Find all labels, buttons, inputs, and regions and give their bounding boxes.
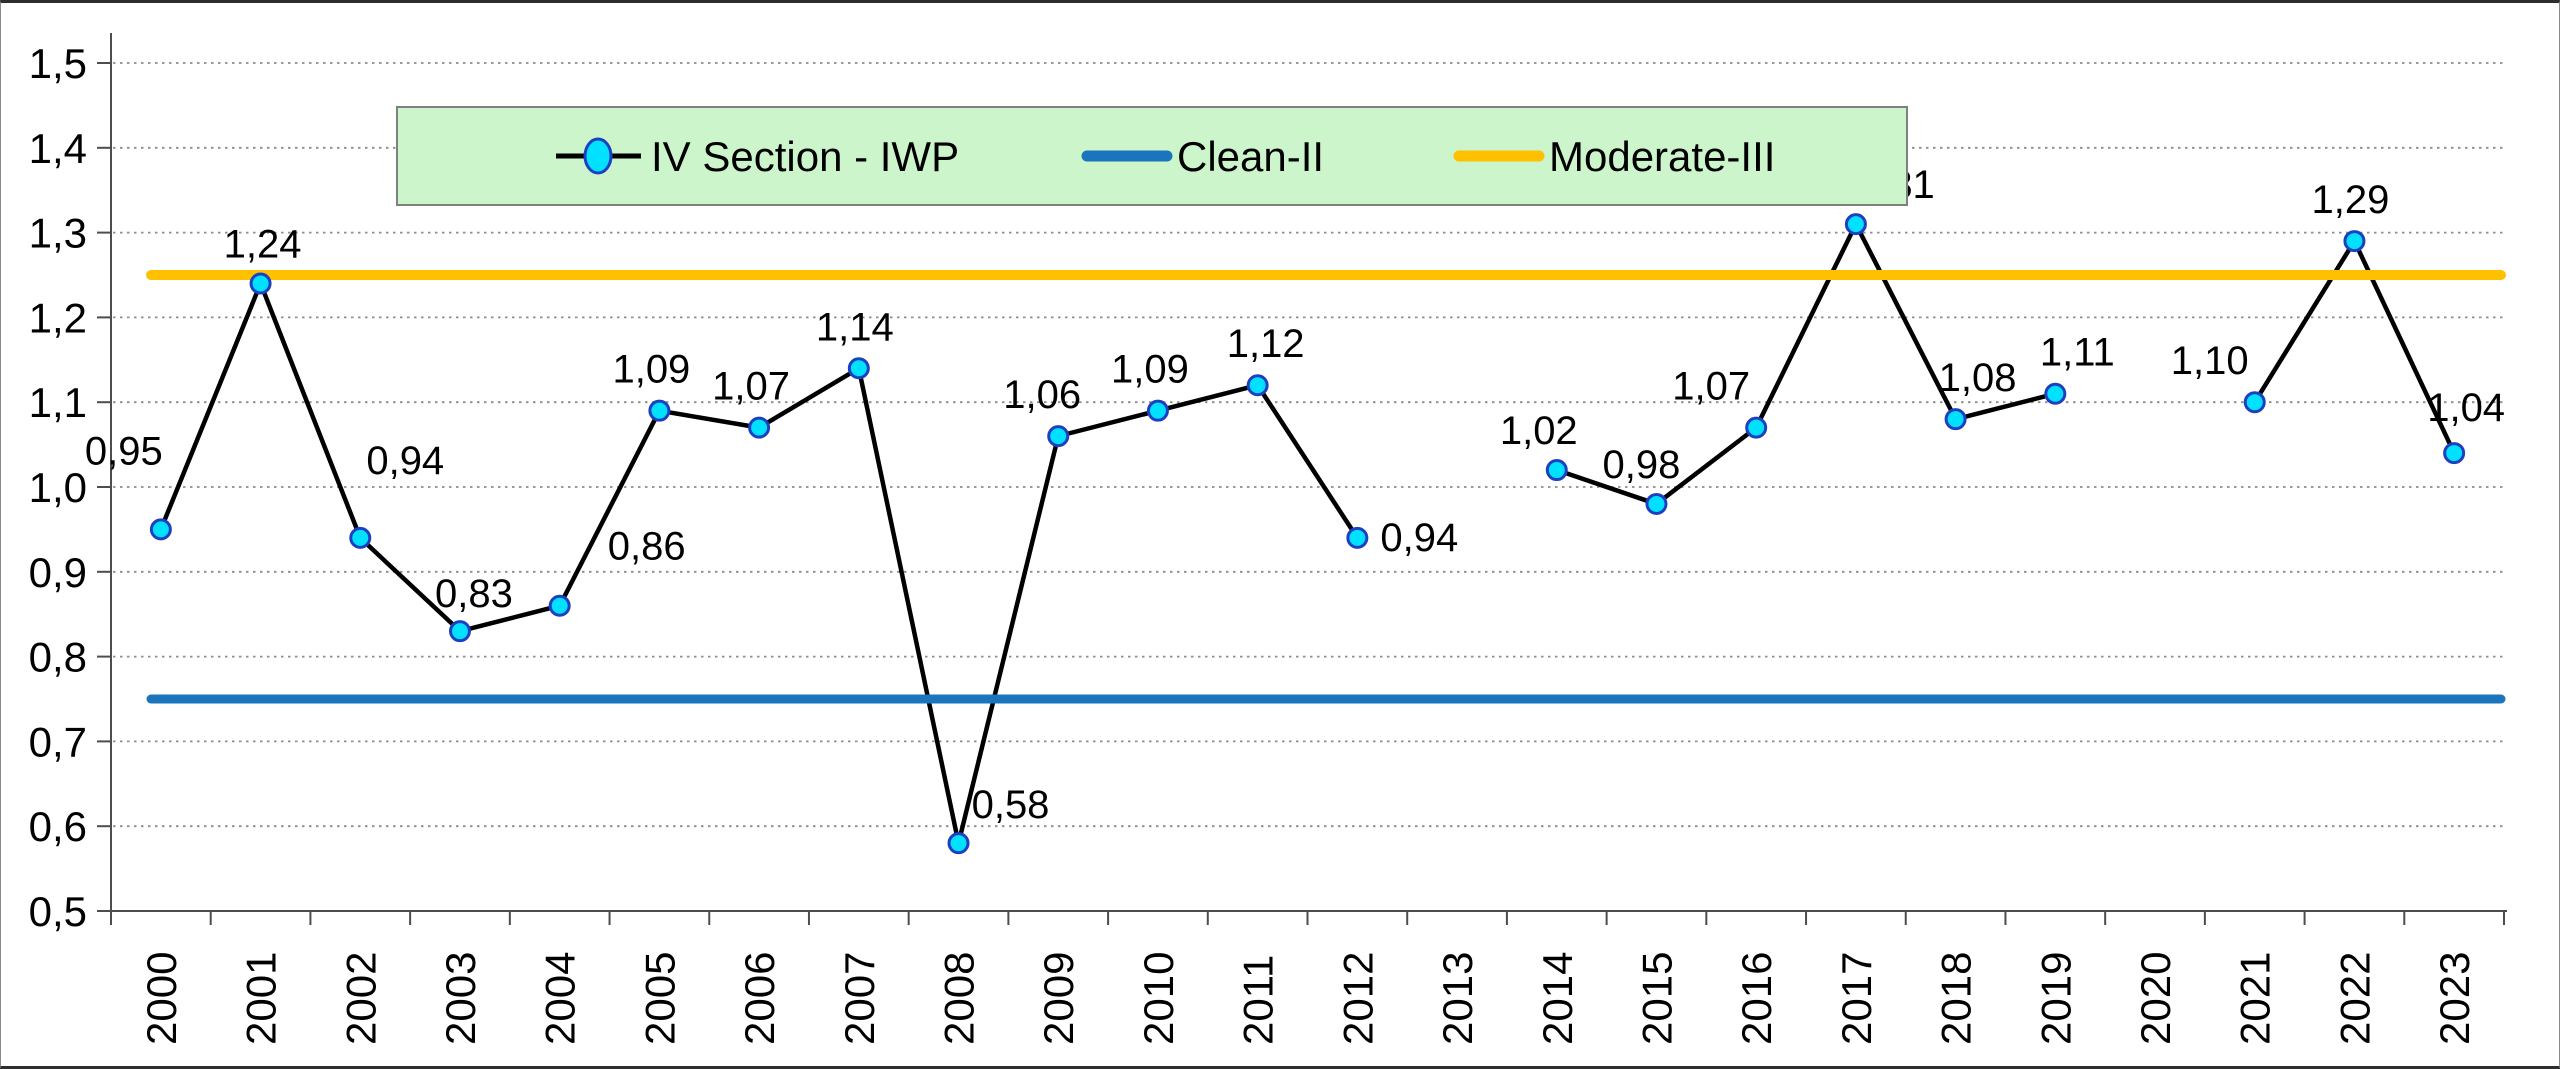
x-tick-label: 2007 [836, 952, 883, 1045]
data-point-label: 1,29 [2312, 178, 2390, 222]
data-point-label: 1,09 [612, 348, 690, 392]
x-tick-label: 2015 [1633, 952, 1680, 1045]
data-point-marker [1944, 408, 1967, 431]
data-point-label: 1,10 [2171, 339, 2249, 383]
data-point-marker [548, 594, 571, 617]
data-point-marker [1844, 213, 1867, 236]
data-point-marker [1346, 526, 1369, 549]
x-tick-label: 2008 [936, 952, 983, 1045]
x-tick-label: 2005 [636, 952, 683, 1045]
data-point-label: 1,06 [1003, 373, 1081, 417]
data-point-label: 1,02 [1500, 409, 1578, 453]
data-point-marker [1246, 374, 1269, 397]
x-tick-label: 2019 [2032, 952, 2079, 1045]
x-tick-label: 2000 [138, 952, 185, 1045]
legend-label-series: IV Section - IWP [651, 133, 959, 180]
x-tick-label: 2002 [337, 952, 384, 1045]
data-point-label: 0,58 [972, 783, 1050, 827]
x-tick-label: 2013 [1434, 952, 1481, 1045]
x-tick-label: 2021 [2232, 952, 2279, 1045]
legend-label-clean-ii: Clean-II [1177, 133, 1324, 180]
y-tick-label: 1,5 [29, 40, 87, 87]
data-point-marker [1745, 416, 1768, 439]
y-tick-label: 1,3 [29, 210, 87, 257]
data-point-marker [448, 620, 471, 643]
data-point-label: 0,95 [85, 429, 163, 473]
data-point-marker [2343, 230, 2366, 253]
data-point-marker [2443, 442, 2466, 465]
y-tick-label: 0,7 [29, 718, 87, 765]
legend: IV Section - IWP Clean-II Moderate-III [396, 106, 1908, 206]
x-tick-label: 2014 [1534, 952, 1581, 1045]
data-point-marker [748, 416, 771, 439]
data-point-label: 0,83 [435, 572, 513, 616]
legend-label-moderate-iii: Moderate-III [1549, 133, 1775, 180]
x-tick-label: 2011 [1235, 955, 1282, 1045]
data-point-label: 1,07 [712, 365, 790, 409]
series-line-segment [1554, 221, 2058, 507]
data-point-marker [149, 518, 172, 541]
data-point-label: 1,24 [224, 222, 302, 266]
data-point-label: 1,14 [816, 305, 894, 349]
y-tick-label: 0,9 [29, 549, 87, 596]
x-tick-label: 2004 [537, 952, 584, 1045]
data-point-label: 0,86 [608, 525, 686, 569]
data-point-marker [648, 399, 671, 422]
x-tick-label: 2010 [1135, 952, 1182, 1045]
x-tick-label: 2016 [1733, 952, 1780, 1045]
y-tick-label: 0,5 [29, 888, 87, 935]
x-tick-label: 2003 [437, 952, 484, 1045]
y-tick-label: 0,8 [29, 634, 87, 681]
data-point-marker [1047, 425, 1070, 448]
line-chart: 0,5 0,6 0,7 0,8 0,9 1,0 1,1 1,2 1,3 1,4 1,5 2000 200… [29, 33, 2507, 1045]
x-tick-label: 2023 [2431, 952, 2478, 1045]
legend-sample-series-marker [583, 137, 613, 175]
x-tick-label: 2001 [238, 952, 285, 1045]
data-point-label: 0,98 [1603, 443, 1681, 487]
x-tick-label: 2017 [1833, 952, 1880, 1045]
data-point-marker [1545, 459, 1568, 482]
data-point-label: 1,04 [2427, 386, 2505, 430]
data-point-marker [2243, 391, 2266, 414]
x-tick-label: 2018 [1933, 952, 1980, 1045]
data-point-marker [349, 526, 372, 549]
y-tick-label: 1,4 [29, 125, 87, 172]
data-point-label: 1,09 [1111, 348, 1189, 392]
x-tick-label: 2020 [2132, 952, 2179, 1045]
data-point-label: 1,12 [1227, 322, 1305, 366]
x-tick-label: 2006 [736, 952, 783, 1045]
y-tick-label: 1,1 [29, 379, 87, 426]
y-tick-label: 1,2 [29, 294, 87, 341]
data-point-marker [1146, 399, 1169, 422]
x-tick-label: 2012 [1334, 952, 1381, 1045]
data-point-marker [847, 357, 870, 380]
data-point-label: 1,11 [2040, 331, 2115, 375]
data-point-label: 0,94 [366, 439, 444, 483]
data-point-marker [249, 272, 272, 295]
data-point-marker [947, 832, 970, 855]
y-tick-label: 1,0 [29, 464, 87, 511]
y-tick-label: 0,6 [29, 803, 87, 850]
data-point-label: 1,07 [1672, 365, 1750, 409]
x-tick-label: 2022 [2331, 952, 2378, 1045]
x-tick-label: 2009 [1035, 952, 1082, 1045]
data-point-label: 1,08 [1939, 356, 2017, 400]
data-point-label: 0,94 [1380, 516, 1458, 560]
data-point-marker [1645, 492, 1668, 515]
data-point-marker [2044, 382, 2067, 405]
